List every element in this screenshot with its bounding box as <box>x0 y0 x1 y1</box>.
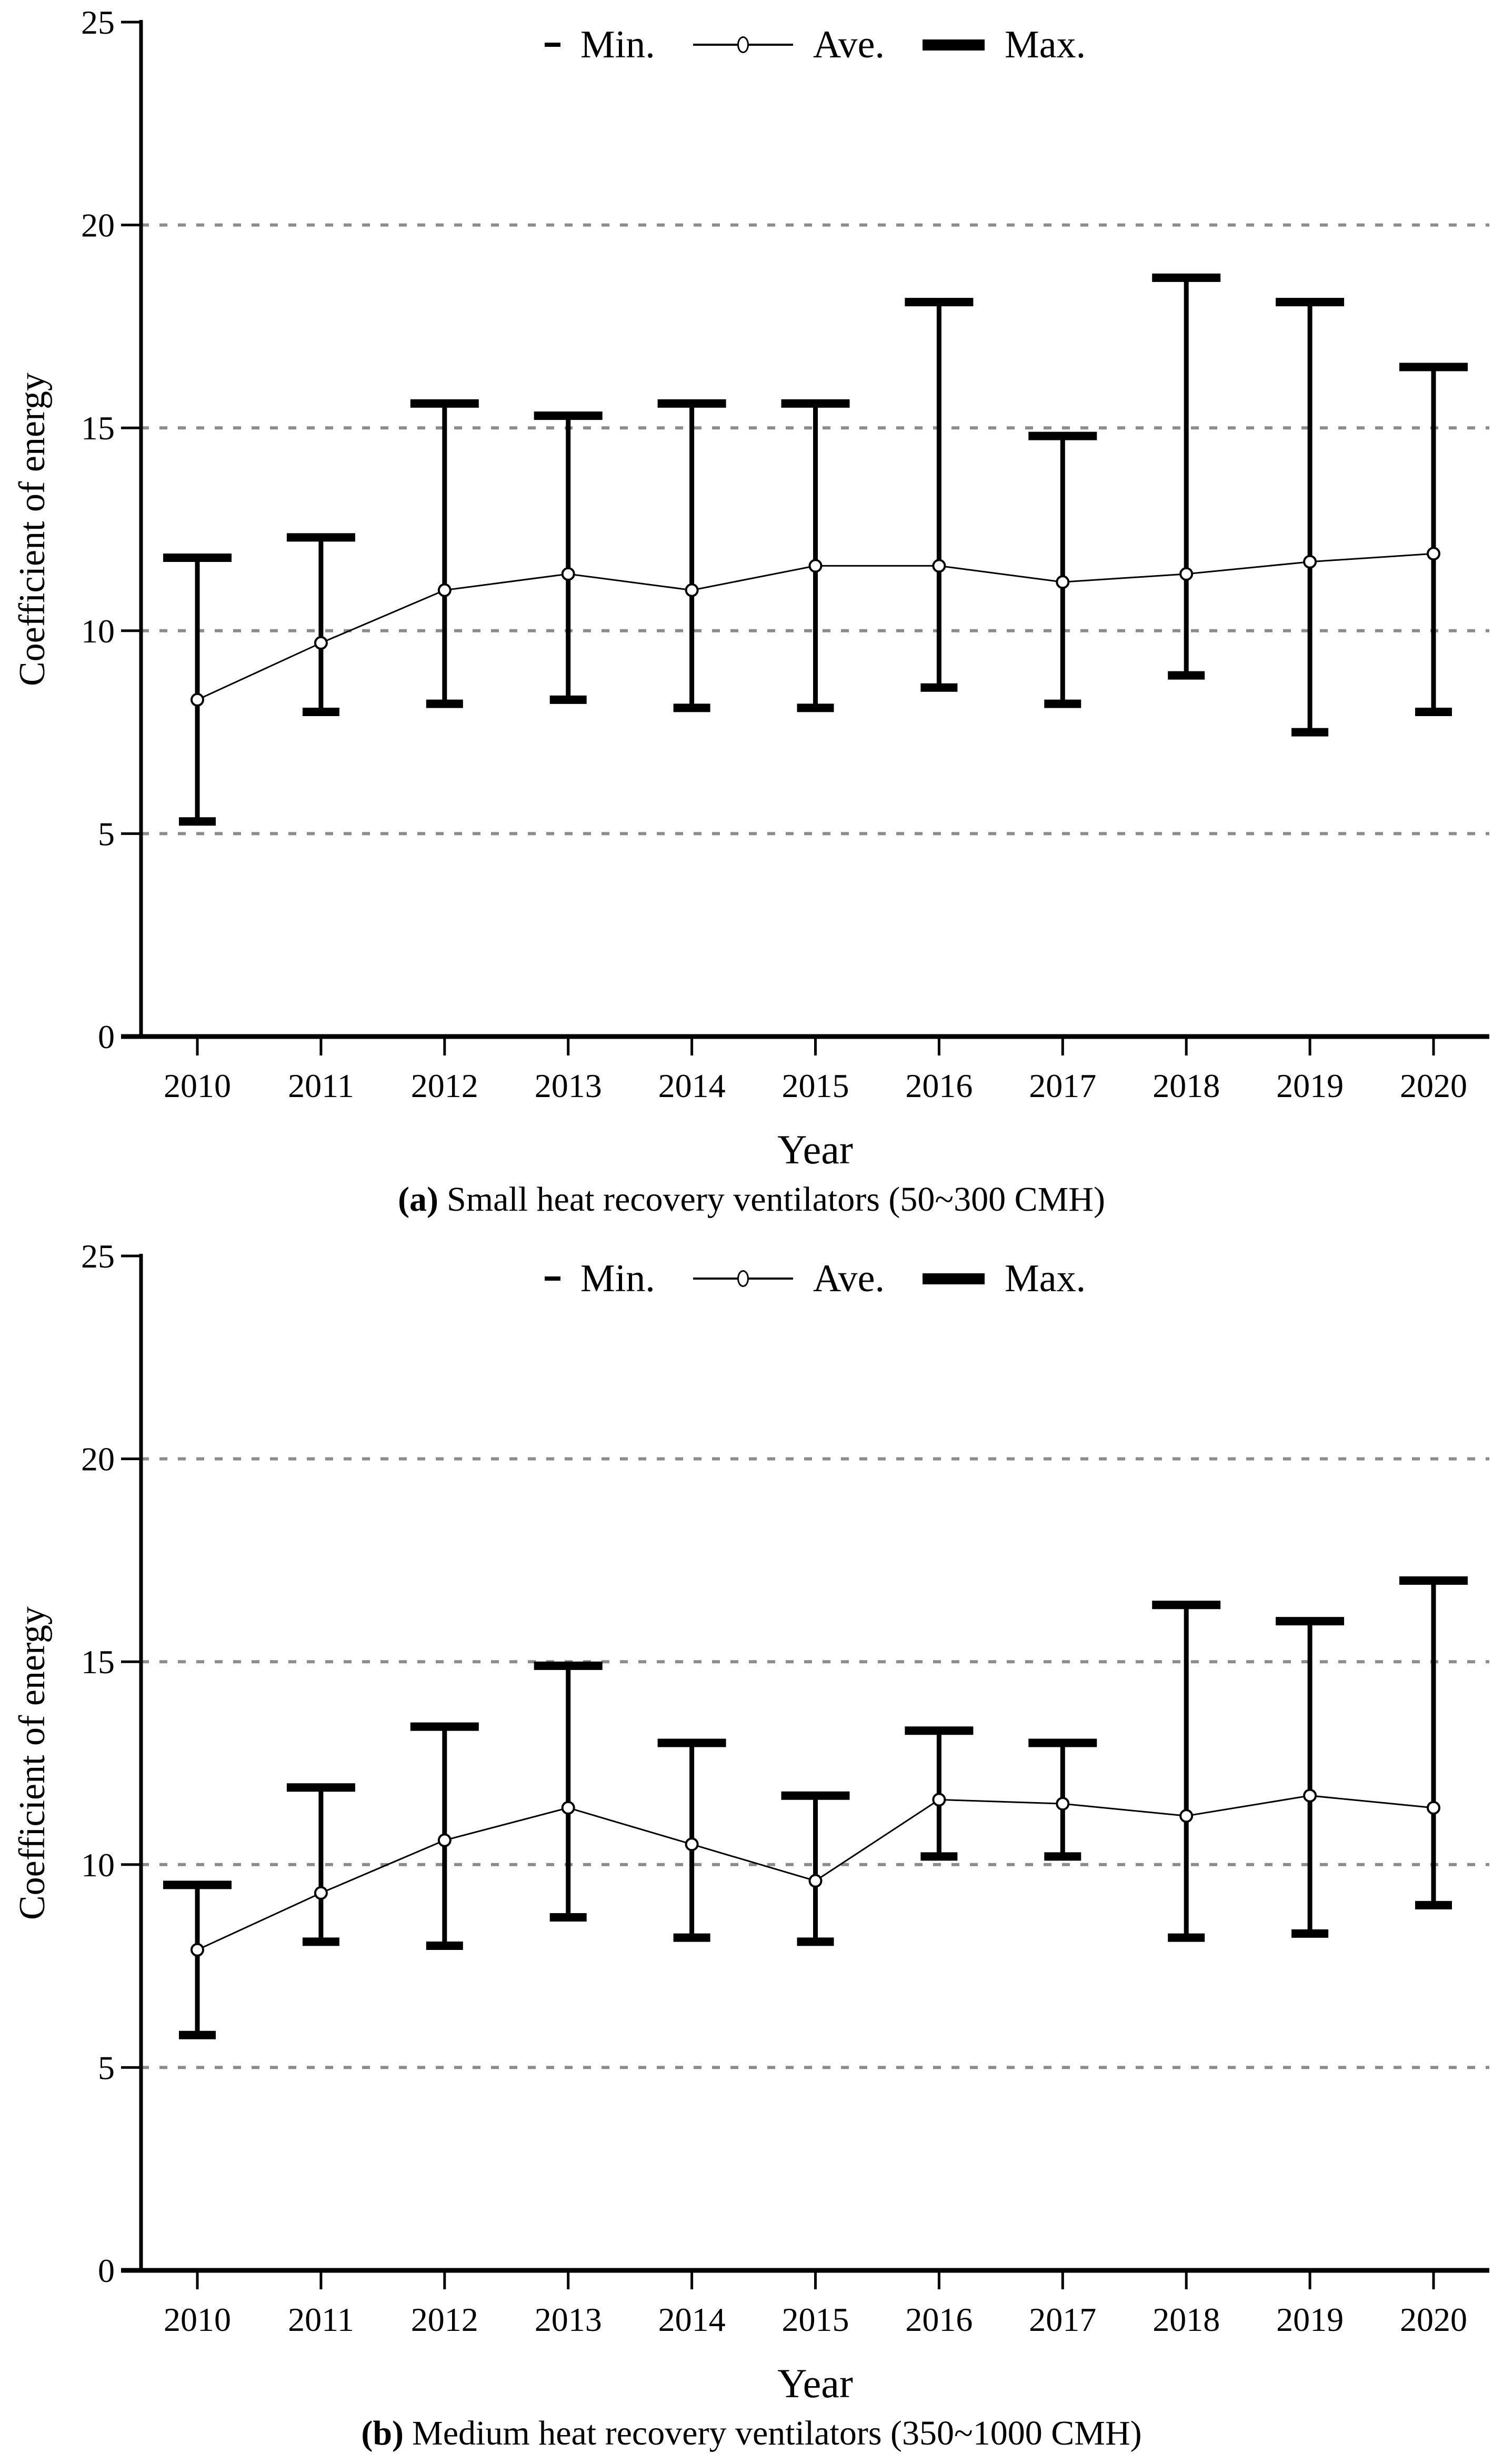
x-tick-label: 2013 <box>535 2301 602 2338</box>
x-tick-label: 2011 <box>288 1067 354 1104</box>
x-tick-label: 2013 <box>535 1067 602 1104</box>
ave-marker <box>1303 1788 1317 1803</box>
ave-circle-icon <box>737 36 749 53</box>
x-tick-label: 2011 <box>288 2301 354 2338</box>
x-tick-label: 2017 <box>1029 2301 1096 2338</box>
x-tick-label: 2016 <box>905 1067 973 1104</box>
x-tick-label: 2014 <box>658 2301 726 2338</box>
x-tick-label: 2019 <box>1276 2301 1344 2338</box>
legend-item-ave: Ave. <box>693 23 885 67</box>
ave-marker <box>1303 555 1317 569</box>
ave-marker <box>314 636 328 650</box>
ave-marker <box>932 559 946 573</box>
max-bar-icon <box>923 1273 985 1284</box>
ave-marker <box>685 583 699 597</box>
legend-min-label: Min. <box>580 1256 655 1300</box>
x-tick-label: 2016 <box>905 2301 973 2338</box>
legend-item-min: Min. <box>544 23 655 67</box>
y-tick-label: 10 <box>81 612 115 650</box>
ave-marker <box>561 1801 575 1815</box>
y-tick-label: 5 <box>98 2049 115 2086</box>
ave-marker <box>437 1833 452 1847</box>
x-tick-label: 2010 <box>164 1067 231 1104</box>
caption-b-text: Medium heat recovery ventilators (350~10… <box>412 2414 1142 2452</box>
legend-max-label: Max. <box>1005 23 1086 66</box>
x-tick-label: 2015 <box>782 2301 849 2338</box>
plot-area-b: 0 5 10 15 20 25 2010 2011 2012 2013 2014 2015 2016 20… <box>81 1238 1489 2338</box>
legend-min-label: Min. <box>580 23 655 66</box>
legend-item-max: Max. <box>923 23 1086 67</box>
caption-a: (a) Small heat recovery ventilators (50~3… <box>0 1180 1503 1220</box>
legend-max-label: Max. <box>1005 1256 1086 1300</box>
x-tick-label: 2015 <box>782 1067 849 1104</box>
ave-marker <box>191 1943 204 1957</box>
max-bar-icon <box>923 39 985 51</box>
caption-a-text: Small heat recovery ventilators (50~300 … <box>447 1180 1105 1219</box>
x-tick-label: 2020 <box>1400 2301 1467 2338</box>
legend-item-max: Max. <box>923 1256 1086 1301</box>
y-tick-label: 20 <box>81 207 115 244</box>
ave-line-circle-icon <box>693 36 793 53</box>
ave-marker <box>932 1793 946 1807</box>
x-axis-title-b: Year <box>777 2360 853 2406</box>
legend-ave-label: Ave. <box>813 23 885 66</box>
x-tick-label: 2012 <box>411 1067 478 1104</box>
ave-marker <box>561 567 575 581</box>
caption-b: (b) Medium heat recovery ventilators (350… <box>0 2413 1503 2453</box>
ave-marker <box>1179 567 1194 581</box>
ave-marker <box>808 559 823 573</box>
ave-line-circle-icon <box>693 1270 793 1287</box>
y-axis-title-a: Coefficient of energy <box>12 372 53 687</box>
plot-area-a: 0 5 10 15 20 25 2010 2011 2012 2013 2014 2015 2016 20… <box>81 4 1489 1104</box>
x-tick-label: 2014 <box>658 1067 726 1104</box>
x-axis-title-a: Year <box>777 1127 853 1172</box>
ave-marker <box>685 1837 699 1852</box>
legend-item-ave: Ave. <box>693 1256 885 1301</box>
x-tick-label: 2012 <box>411 2301 478 2338</box>
x-tick-label: 2018 <box>1153 2301 1220 2338</box>
ave-circle-icon <box>737 1270 749 1287</box>
y-tick-label: 10 <box>81 1846 115 1884</box>
ave-marker <box>1179 1809 1194 1823</box>
ave-marker <box>191 692 204 707</box>
x-tick-label: 2010 <box>164 2301 231 2338</box>
caption-a-tag: (a) <box>398 1180 439 1219</box>
y-tick-label: 15 <box>81 1643 115 1681</box>
y-tick-label: 15 <box>81 409 115 447</box>
y-tick-label: 0 <box>98 2252 115 2289</box>
x-tick-label: 2020 <box>1400 1067 1467 1104</box>
chart-b-section: Min. Ave. Max. 0 5 10 15 20 25 2010 2011 2012 201… <box>0 1234 1503 2464</box>
min-dash-icon <box>544 43 560 47</box>
ave-marker <box>808 1874 823 1888</box>
legend-ave-label: Ave. <box>813 1256 885 1300</box>
y-tick-label: 25 <box>81 4 115 41</box>
chart-a-section: Min. Ave. Max. 0 5 10 15 20 25 2010 2011 2012 201… <box>0 4 1503 1220</box>
ave-marker <box>437 583 452 597</box>
ave-marker <box>1056 575 1070 589</box>
min-dash-icon <box>544 1276 560 1281</box>
y-tick-label: 0 <box>98 1018 115 1055</box>
y-tick-label: 20 <box>81 1441 115 1478</box>
legend-b: Min. Ave. Max. <box>141 1250 1489 1308</box>
ave-marker <box>314 1886 328 1900</box>
legend-item-min: Min. <box>544 1256 655 1301</box>
caption-b-tag: (b) <box>361 2414 404 2452</box>
ave-marker <box>1427 1801 1440 1815</box>
ave-marker <box>1427 547 1440 561</box>
y-axis-title-b: Coefficient of energy <box>12 1606 53 1920</box>
x-tick-label: 2019 <box>1276 1067 1344 1104</box>
ave-marker <box>1056 1797 1070 1811</box>
x-tick-label: 2017 <box>1029 1067 1096 1104</box>
y-tick-label: 5 <box>98 815 115 852</box>
y-tick-label: 25 <box>81 1238 115 1275</box>
legend-a: Min. Ave. Max. <box>141 16 1489 74</box>
x-tick-label: 2018 <box>1153 1067 1220 1104</box>
